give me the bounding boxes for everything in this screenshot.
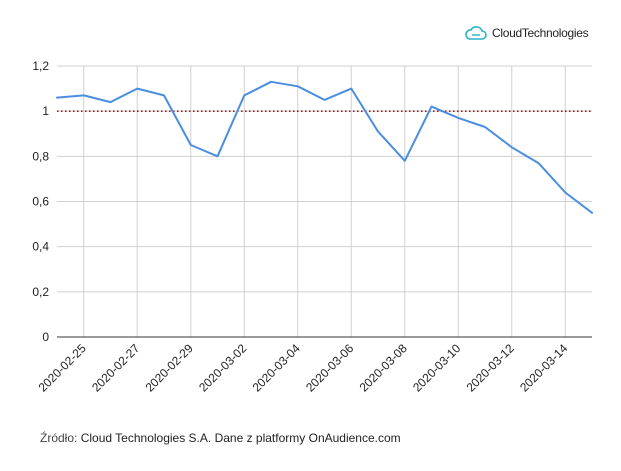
series-line — [56, 80, 593, 214]
x-tick-label: 2020-03-08 — [357, 341, 411, 395]
y-tick-label: 1 — [42, 104, 49, 118]
source-note: Źródło: Cloud Technologies S.A. Dane z p… — [40, 431, 401, 445]
x-tick-labels: 2020-02-25 2020-02-27 2020-02-29 2020-03-02… — [36, 341, 571, 395]
x-tick-label: 2020-03-12 — [464, 341, 518, 395]
y-tick-labels: 0 0,2 0,4 0,6 0,8 1 1,2 — [32, 59, 49, 344]
y-tick-label: 0,4 — [32, 240, 49, 254]
series-layer — [56, 80, 593, 214]
x-tick-label: 2020-03-02 — [196, 341, 250, 395]
cloud-icon — [465, 26, 487, 40]
y-tick-label: 0,6 — [32, 195, 49, 209]
x-tick-label: 2020-02-29 — [143, 341, 197, 395]
line-chart: 00,20,40,60,811,2 2020-02-25 2020-02-27 20… — [32, 59, 593, 395]
x-tick-label: 2020-03-14 — [517, 341, 571, 395]
source-text: Cloud Technologies S.A. Dane z platformy… — [80, 431, 401, 445]
x-tick-label: 2020-03-06 — [303, 341, 357, 395]
y-tick-label: 0,2 — [32, 285, 49, 299]
y-tick-label: 0,8 — [32, 149, 49, 163]
x-tick-label: 2020-02-27 — [89, 341, 143, 395]
x-tick-label: 2020-03-10 — [410, 341, 464, 395]
x-tick-label: 2020-02-25 — [36, 341, 90, 395]
logo-text: CloudTechnologies — [492, 26, 589, 40]
chart-grid — [57, 65, 592, 338]
brand-logo: CloudTechnologies — [464, 22, 589, 44]
y-tick-label: 0 — [42, 330, 49, 344]
source-label: Źródło: — [40, 431, 78, 445]
y-tick-label: 1,2 — [32, 59, 49, 73]
x-tick-label: 2020-03-04 — [250, 341, 304, 395]
